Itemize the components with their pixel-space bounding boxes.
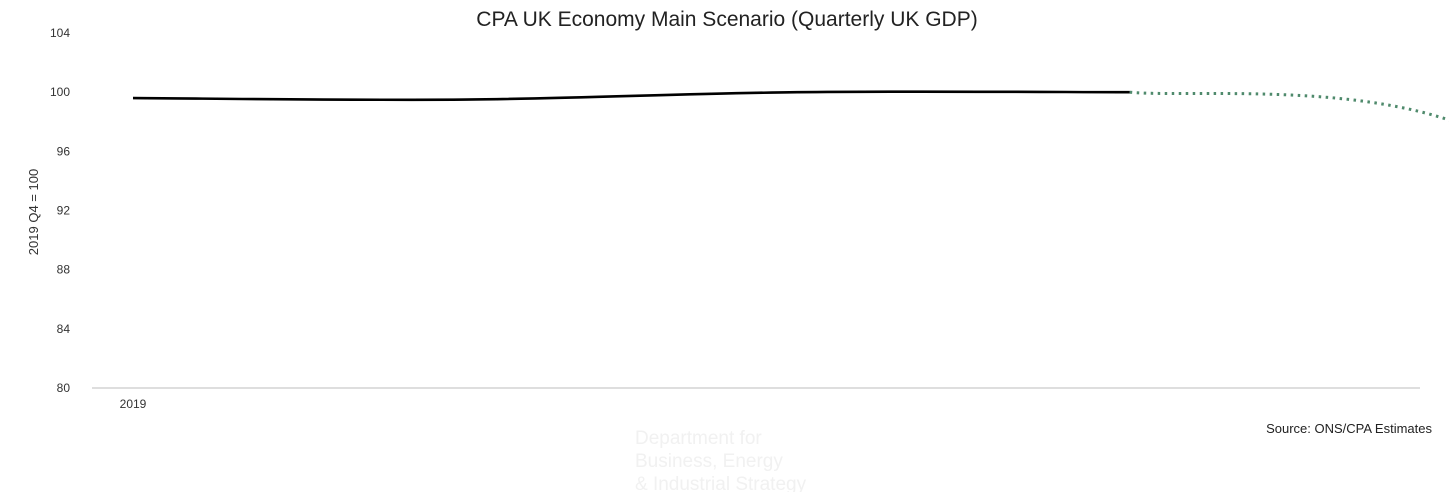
y-tick-label: 84 — [57, 322, 71, 336]
y-tick-labels: 80 84 88 92 96 100 104 — [50, 26, 70, 395]
watermark: Department for Business, Energy & Indust… — [635, 428, 807, 492]
watermark-line-3: & Industrial Strategy — [635, 474, 807, 492]
y-tick-label: 92 — [57, 204, 71, 218]
source-note: Source: ONS/CPA Estimates — [1266, 421, 1432, 436]
x-tick-label: 2019 — [120, 397, 147, 411]
actual-series-line — [132, 90, 1130, 102]
y-tick-label: 100 — [50, 85, 70, 99]
watermark-line-1: Department for — [635, 428, 762, 449]
watermark-line-2: Business, Energy — [635, 451, 783, 472]
series-layer — [132, 90, 1449, 122]
chart-title: CPA UK Economy Main Scenario (Quarterly … — [476, 8, 977, 31]
x-tick-labels: 2019202020212022 — [120, 397, 1449, 411]
y-axis-label: 2019 Q4 = 100 — [26, 169, 41, 255]
y-tick-label: 96 — [57, 144, 71, 158]
y-tick-label: 104 — [50, 26, 70, 40]
y-tick-label: 88 — [57, 263, 71, 277]
forecast-series-line — [1129, 90, 1449, 122]
y-tick-label: 80 — [57, 381, 71, 395]
